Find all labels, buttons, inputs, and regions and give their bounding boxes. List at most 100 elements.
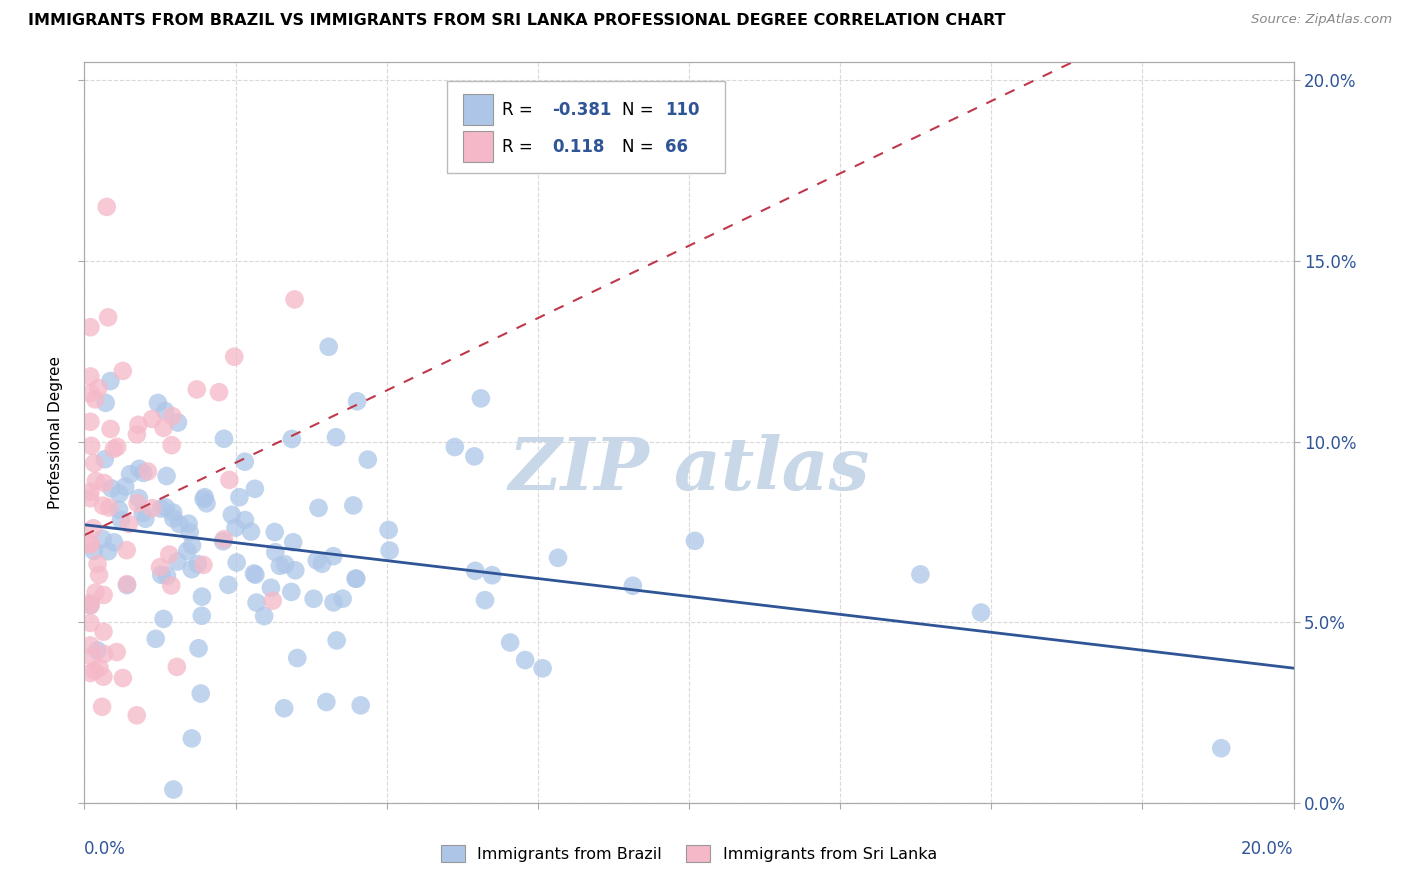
Point <box>315 695 337 709</box>
Point <box>350 698 373 713</box>
Point <box>212 532 235 546</box>
Text: R =: R = <box>502 138 537 156</box>
Point <box>233 513 256 527</box>
Point <box>152 421 174 435</box>
Point <box>98 500 121 515</box>
Point <box>281 432 304 446</box>
Point <box>167 416 190 430</box>
Point <box>191 590 214 604</box>
Point <box>318 340 340 354</box>
Point <box>152 612 174 626</box>
Point <box>86 643 108 657</box>
Point <box>84 392 107 407</box>
Point <box>145 632 167 646</box>
Point <box>115 578 138 592</box>
Point <box>377 523 399 537</box>
Point <box>224 350 246 364</box>
Point <box>243 482 266 496</box>
Point <box>160 438 183 452</box>
Point <box>181 538 204 552</box>
Point <box>94 452 117 467</box>
Point <box>94 396 117 410</box>
Point <box>208 385 231 400</box>
Point <box>84 585 107 599</box>
Bar <box>463 131 494 162</box>
Point <box>243 566 266 581</box>
Y-axis label: Professional Degree: Professional Degree <box>48 356 63 509</box>
Point <box>84 474 107 488</box>
Point <box>157 548 180 562</box>
Point <box>273 701 295 715</box>
Point <box>193 492 215 507</box>
Point <box>79 615 101 630</box>
Point <box>83 456 105 470</box>
Point <box>96 200 118 214</box>
Text: ZIP atlas: ZIP atlas <box>509 434 869 505</box>
Point <box>253 609 276 624</box>
Point <box>79 639 101 653</box>
Point <box>79 386 101 401</box>
Point <box>131 506 153 520</box>
Point <box>79 320 101 334</box>
Point <box>325 430 347 444</box>
Point <box>80 649 103 664</box>
Point <box>79 535 101 549</box>
Point <box>217 578 239 592</box>
Point <box>357 452 380 467</box>
Point <box>86 557 108 571</box>
Point <box>82 521 104 535</box>
Point <box>79 484 101 499</box>
Point <box>105 645 128 659</box>
Point <box>111 364 134 378</box>
Point <box>153 404 176 418</box>
Point <box>195 496 218 510</box>
Point <box>93 647 115 661</box>
Point <box>193 558 215 572</box>
Point <box>166 555 188 569</box>
Point <box>531 661 554 675</box>
Legend: Immigrants from Brazil, Immigrants from Sri Lanka: Immigrants from Brazil, Immigrants from … <box>434 838 943 869</box>
Point <box>134 512 156 526</box>
Point <box>221 508 243 522</box>
Point <box>378 543 401 558</box>
Point <box>100 482 122 496</box>
Point <box>443 440 465 454</box>
Point <box>180 731 202 746</box>
Point <box>463 450 485 464</box>
Point <box>115 577 138 591</box>
Point <box>481 568 503 582</box>
Point <box>79 538 101 552</box>
Point <box>98 374 121 388</box>
Point <box>311 557 333 571</box>
Text: 110: 110 <box>665 101 699 119</box>
Point <box>515 653 537 667</box>
Point <box>160 578 183 592</box>
Point <box>344 572 367 586</box>
Point <box>80 439 103 453</box>
Point <box>79 491 101 506</box>
Point <box>162 409 184 424</box>
Point <box>128 491 150 505</box>
Point <box>110 513 132 527</box>
Point <box>87 567 110 582</box>
Point <box>79 599 101 613</box>
Point <box>132 466 155 480</box>
Point <box>621 579 644 593</box>
Point <box>103 442 125 456</box>
Point <box>169 516 191 531</box>
Point <box>108 503 131 517</box>
Point <box>245 596 267 610</box>
Point <box>499 635 522 649</box>
Point <box>108 486 131 500</box>
Point <box>93 476 115 491</box>
Point <box>224 521 246 535</box>
Point <box>260 581 283 595</box>
Point <box>136 465 159 479</box>
Point <box>166 660 188 674</box>
Point <box>322 595 344 609</box>
Point <box>155 500 177 515</box>
Point <box>97 544 120 558</box>
Point <box>280 585 302 599</box>
Point <box>285 651 308 665</box>
Point <box>79 596 101 610</box>
